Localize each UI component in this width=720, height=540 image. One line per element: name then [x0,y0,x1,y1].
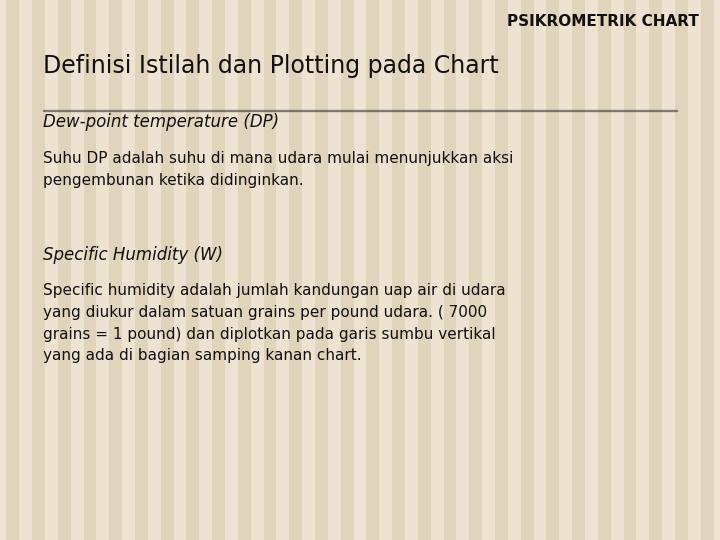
Bar [572,0,585,540]
Bar [366,0,379,540]
Bar [6,0,19,540]
Bar [521,0,534,540]
Text: Specific humidity adalah jumlah kandungan uap air di udara
yang diukur dalam sat: Specific humidity adalah jumlah kandunga… [43,284,506,363]
Bar [675,0,688,540]
Bar [109,0,122,540]
Bar [546,0,559,540]
Bar [392,0,405,540]
Bar [649,0,662,540]
Bar [444,0,456,540]
Bar [598,0,611,540]
Bar [212,0,225,540]
Bar [315,0,328,540]
Text: Dew-point temperature (DP): Dew-point temperature (DP) [43,113,279,131]
Bar [624,0,636,540]
Bar [341,0,354,540]
Bar [58,0,71,540]
Bar [495,0,508,540]
FancyArrow shape [43,110,677,111]
Bar [238,0,251,540]
Text: Specific Humidity (W): Specific Humidity (W) [43,246,223,264]
Bar [418,0,431,540]
Bar [289,0,302,540]
Text: Definisi Istilah dan Plotting pada Chart: Definisi Istilah dan Plotting pada Chart [43,54,499,78]
Bar [84,0,96,540]
Bar [701,0,714,540]
Bar [186,0,199,540]
Bar [135,0,148,540]
Bar [469,0,482,540]
Bar [264,0,276,540]
Text: PSIKROMETRIK CHART: PSIKROMETRIK CHART [507,14,698,29]
Text: Suhu DP adalah suhu di mana udara mulai menunjukkan aksi
pengembunan ketika didi: Suhu DP adalah suhu di mana udara mulai … [43,151,513,188]
Bar [32,0,45,540]
Bar [161,0,174,540]
